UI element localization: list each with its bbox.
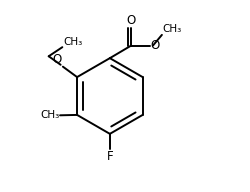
Text: O: O [150,39,160,52]
Text: F: F [106,150,113,163]
Text: CH₃: CH₃ [162,24,182,34]
Text: CH₃: CH₃ [63,37,82,47]
Text: O: O [126,14,135,27]
Text: CH₃: CH₃ [40,110,59,120]
Text: O: O [53,53,62,66]
